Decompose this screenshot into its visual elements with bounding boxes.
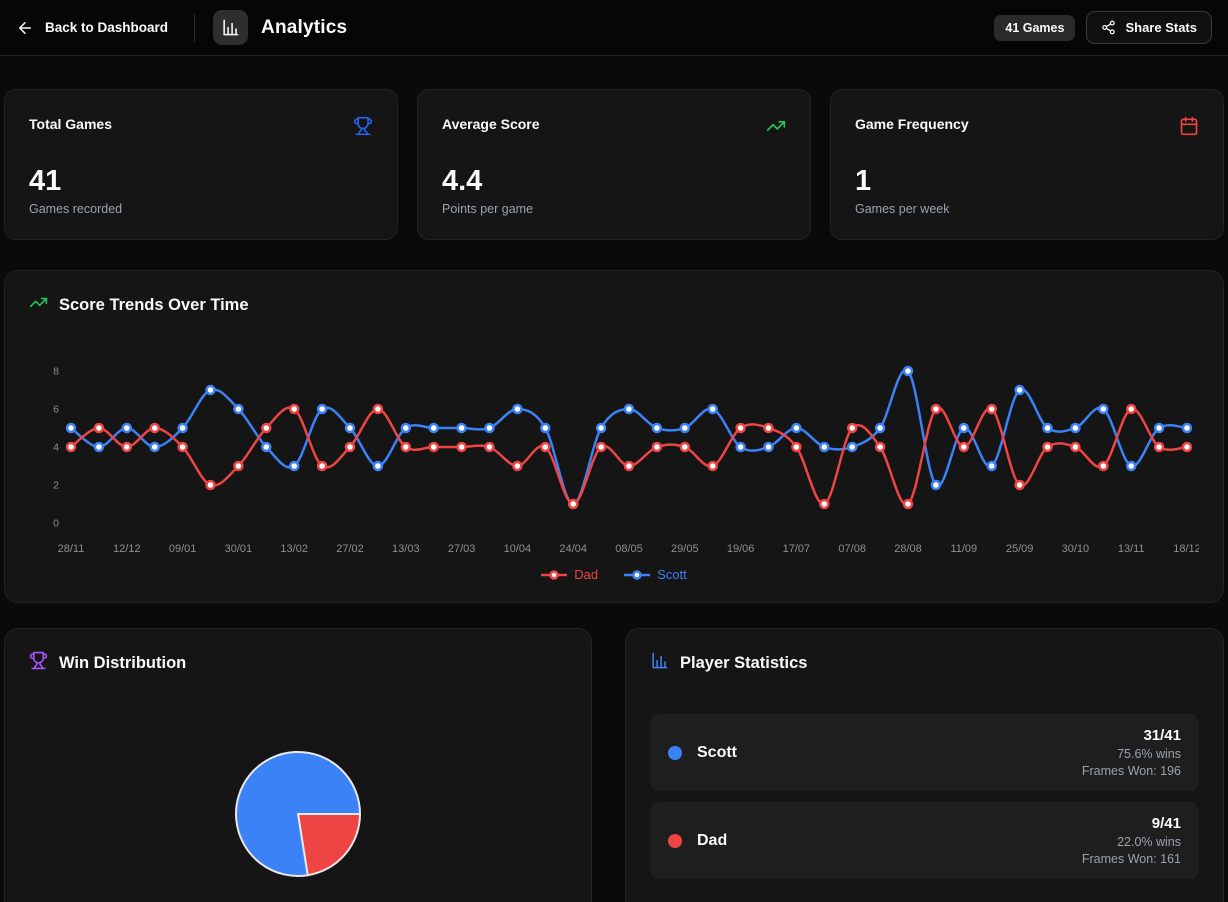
player-color-dot bbox=[668, 834, 682, 848]
header-divider bbox=[194, 14, 195, 42]
player-record: 9/41 bbox=[1082, 815, 1181, 832]
stat-card-title: Average Score bbox=[442, 116, 540, 132]
svg-text:08/05: 08/05 bbox=[615, 543, 643, 555]
score-trends-line-chart: 0 2 4 6 8 28/11 12/12 09/01 30/01 13/02 27/02 13/03… bbox=[29, 351, 1199, 557]
svg-text:10/04: 10/04 bbox=[504, 543, 532, 555]
game-frequency-card: Game Frequency 1 Games per week bbox=[830, 89, 1224, 240]
svg-text:25/09: 25/09 bbox=[1006, 543, 1034, 555]
back-button[interactable]: Back to Dashboard bbox=[12, 13, 172, 43]
back-button-label: Back to Dashboard bbox=[45, 20, 168, 35]
win-distribution-card: Win Distribution bbox=[4, 628, 592, 902]
trending-up-icon bbox=[766, 116, 786, 141]
svg-text:18/12: 18/12 bbox=[1173, 543, 1199, 555]
svg-text:28/08: 28/08 bbox=[894, 543, 922, 555]
player-frames-won: Frames Won: 161 bbox=[1082, 852, 1181, 866]
svg-text:4: 4 bbox=[53, 442, 59, 454]
game-frequency-value: 1 bbox=[855, 167, 1199, 196]
stats-row: Total Games 41 Games recorded Average Sc… bbox=[4, 89, 1224, 240]
legend-item-dad[interactable]: Dad bbox=[541, 567, 598, 582]
player-statistics-card: Player Statistics Scott 31/41 75.6% wins… bbox=[625, 628, 1224, 902]
win-distribution-title: Win Distribution bbox=[59, 654, 186, 673]
legend-line-point-icon bbox=[541, 570, 567, 580]
average-score-card: Average Score 4.4 Points per game bbox=[417, 89, 811, 240]
player-frames-won: Frames Won: 196 bbox=[1082, 764, 1181, 778]
player-name: Dad bbox=[697, 832, 727, 850]
trophy-icon bbox=[29, 651, 48, 675]
chart-legend: Dad Scott bbox=[29, 567, 1199, 582]
legend-item-scott[interactable]: Scott bbox=[624, 567, 687, 582]
page-title: Analytics bbox=[261, 17, 347, 39]
bottom-grid: Win Distribution Player Statistics Scott bbox=[4, 628, 1224, 902]
calendar-icon bbox=[1179, 116, 1199, 141]
stat-card-title: Total Games bbox=[29, 116, 112, 132]
legend-label: Scott bbox=[657, 567, 687, 582]
player-win-pct: 22.0% wins bbox=[1082, 835, 1181, 849]
svg-text:07/08: 07/08 bbox=[838, 543, 866, 555]
stat-card-title: Game Frequency bbox=[855, 116, 969, 132]
bar-chart-icon bbox=[221, 18, 240, 37]
trending-up-icon bbox=[29, 293, 48, 317]
legend-label: Dad bbox=[574, 567, 598, 582]
player-record: 31/41 bbox=[1082, 727, 1181, 744]
score-trends-card: Score Trends Over Time 0 2 4 6 8 28/11 12/12 09… bbox=[4, 270, 1224, 603]
legend-line-point-icon bbox=[624, 570, 650, 580]
svg-text:29/05: 29/05 bbox=[671, 543, 699, 555]
player-row-scott: Scott 31/41 75.6% wins Frames Won: 196 bbox=[650, 714, 1199, 791]
svg-text:09/01: 09/01 bbox=[169, 543, 197, 555]
svg-text:28/11: 28/11 bbox=[58, 543, 85, 555]
share-stats-label: Share Stats bbox=[1125, 20, 1197, 35]
svg-text:13/02: 13/02 bbox=[280, 543, 308, 555]
game-frequency-subtitle: Games per week bbox=[855, 202, 1199, 216]
svg-text:24/04: 24/04 bbox=[559, 543, 587, 555]
player-statistics-title: Player Statistics bbox=[680, 654, 808, 673]
share-stats-button[interactable]: Share Stats bbox=[1086, 11, 1212, 44]
svg-text:2: 2 bbox=[53, 480, 59, 492]
svg-text:0: 0 bbox=[53, 518, 59, 530]
svg-text:19/06: 19/06 bbox=[727, 543, 755, 555]
total-games-subtitle: Games recorded bbox=[29, 202, 373, 216]
player-color-dot bbox=[668, 746, 682, 760]
total-games-card: Total Games 41 Games recorded bbox=[4, 89, 398, 240]
app-header: Back to Dashboard Analytics 41 Games Sha… bbox=[0, 0, 1228, 56]
total-games-value: 41 bbox=[29, 167, 373, 196]
svg-text:30/01: 30/01 bbox=[225, 543, 253, 555]
win-distribution-pie-chart bbox=[233, 749, 363, 879]
svg-text:30/10: 30/10 bbox=[1062, 543, 1090, 555]
svg-text:13/11: 13/11 bbox=[1118, 543, 1145, 555]
trophy-icon bbox=[353, 116, 373, 141]
svg-text:27/02: 27/02 bbox=[336, 543, 364, 555]
svg-text:6: 6 bbox=[53, 404, 59, 416]
share-icon bbox=[1101, 20, 1116, 35]
svg-text:11/09: 11/09 bbox=[950, 543, 977, 555]
average-score-subtitle: Points per game bbox=[442, 202, 786, 216]
player-name: Scott bbox=[697, 744, 737, 762]
main-content: Total Games 41 Games recorded Average Sc… bbox=[0, 56, 1228, 902]
bar-chart-icon bbox=[650, 651, 669, 675]
score-trends-title: Score Trends Over Time bbox=[59, 296, 249, 315]
svg-text:17/07: 17/07 bbox=[783, 543, 811, 555]
average-score-value: 4.4 bbox=[442, 167, 786, 196]
svg-text:27/03: 27/03 bbox=[448, 543, 476, 555]
player-row-dad: Dad 9/41 22.0% wins Frames Won: 161 bbox=[650, 802, 1199, 879]
svg-text:13/03: 13/03 bbox=[392, 543, 420, 555]
arrow-left-icon bbox=[16, 19, 34, 37]
svg-text:12/12: 12/12 bbox=[113, 543, 141, 555]
player-win-pct: 75.6% wins bbox=[1082, 747, 1181, 761]
games-count-badge: 41 Games bbox=[994, 15, 1075, 41]
analytics-app-icon bbox=[213, 10, 248, 45]
svg-text:8: 8 bbox=[53, 366, 59, 378]
